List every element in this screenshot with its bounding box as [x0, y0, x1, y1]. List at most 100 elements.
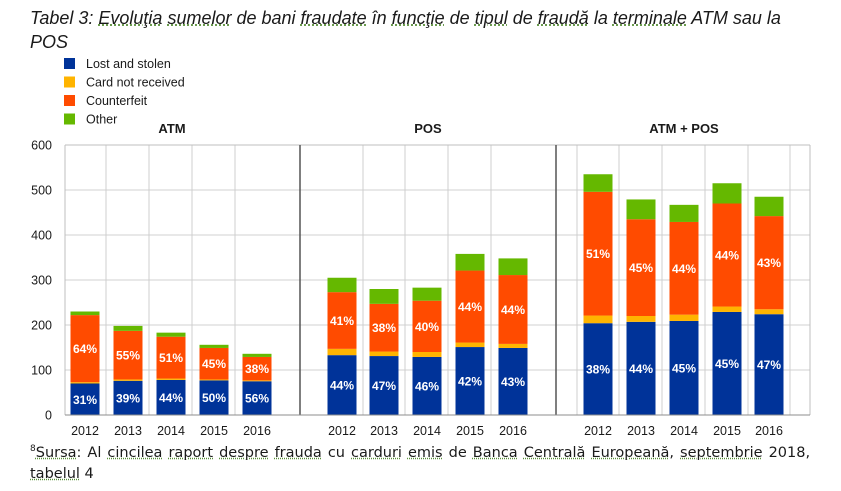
bar-segment	[669, 204, 699, 222]
bar-segment	[754, 196, 784, 217]
caption-text: la	[588, 8, 613, 28]
legend-label: Counterfeit	[86, 94, 148, 108]
bar-data-label: 47%	[372, 379, 396, 393]
bar-segment	[199, 347, 229, 380]
footnote-word: Centrală	[523, 445, 586, 461]
x-tick-label: 2016	[499, 424, 527, 438]
bar-segment	[455, 342, 485, 348]
bar-segment	[156, 379, 186, 415]
bar-segment	[498, 258, 528, 276]
bar-data-label: 38%	[372, 321, 396, 335]
bar-data-label: 45%	[672, 361, 696, 375]
footnote-word: septembrie	[680, 445, 763, 461]
bar-segment	[498, 343, 528, 348]
x-tick-label: 2015	[713, 424, 741, 438]
x-tick-label: 2014	[157, 424, 185, 438]
footnote-word: raport	[168, 445, 214, 461]
legend-label: Lost and stolen	[86, 57, 171, 71]
caption-word: funcţie	[391, 8, 445, 28]
y-tick-label: 400	[31, 229, 52, 243]
caption-word: fraudate	[300, 8, 367, 28]
x-tick-label: 2015	[456, 424, 484, 438]
legend-label: Other	[86, 113, 117, 127]
bar-segment	[113, 325, 143, 331]
caption-text: ATM sau la POS	[30, 8, 781, 52]
bar-segment	[455, 253, 485, 271]
footnote-word: Europeană	[591, 445, 670, 461]
bar-data-label: 44%	[159, 391, 183, 405]
bar-data-label: 44%	[672, 262, 696, 276]
bar-data-label: 44%	[715, 249, 739, 263]
bar-segment	[712, 311, 742, 415]
bar-segment	[712, 203, 742, 307]
bar-segment	[412, 352, 442, 357]
bar-segment	[583, 315, 613, 324]
bar-segment	[583, 174, 613, 192]
bar-segment	[156, 378, 186, 380]
bar-segment	[712, 306, 742, 312]
bar-data-label: 39%	[116, 391, 140, 405]
bar-segment	[754, 314, 784, 415]
footnote-word: carduri	[351, 445, 402, 461]
x-tick-label: 2013	[370, 424, 398, 438]
bar-segment	[70, 315, 100, 383]
y-tick-label: 300	[31, 274, 52, 288]
y-tick-label: 500	[31, 184, 52, 198]
bar-segment	[156, 336, 186, 379]
bar-segment	[327, 277, 357, 293]
x-tick-label: 2014	[413, 424, 441, 438]
bar-segment	[626, 321, 656, 415]
bar-segment	[242, 380, 272, 382]
footnote-text: 4	[79, 466, 94, 482]
footnote-word: despre	[219, 445, 269, 461]
footnote-text: de	[442, 445, 473, 461]
bar-segment	[70, 383, 100, 415]
bar-segment	[412, 356, 442, 415]
bar-segment	[242, 356, 272, 381]
bar-segment	[455, 347, 485, 415]
bar-segment	[242, 381, 272, 415]
bar-segment	[369, 303, 399, 352]
bar-data-label: 51%	[159, 351, 183, 365]
x-tick-label: 2013	[114, 424, 142, 438]
x-tick-label: 2012	[71, 424, 99, 438]
footnote-text: 2018,	[762, 445, 811, 461]
y-tick-label: 0	[45, 409, 52, 423]
caption-word: tipul	[474, 8, 508, 28]
bar-segment	[498, 347, 528, 415]
bar-segment	[583, 191, 613, 316]
group-titles: ATM POS ATM + POS	[158, 121, 719, 136]
bar-segment	[412, 287, 442, 301]
legend-swatch	[64, 113, 75, 125]
bars: 31% 64% 39% 55% 44% 51% 50% 45% 56% 38% 44% 41% 47% 3…	[70, 174, 784, 415]
bar-segment	[626, 219, 656, 316]
caption-word: Evoluţia	[98, 8, 163, 28]
bar-segment	[70, 382, 100, 384]
bar-data-label: 44%	[458, 300, 482, 314]
bar-data-label: 56%	[245, 392, 269, 406]
bar-data-label: 43%	[757, 256, 781, 270]
y-tick-label: 100	[31, 364, 52, 378]
footnote-text: cu	[321, 445, 351, 461]
bar-data-label: 44%	[501, 303, 525, 317]
bar-segment	[327, 348, 357, 356]
y-tick-label: 600	[31, 139, 52, 153]
legend-label: Card not received	[86, 76, 185, 90]
bar-data-label: 64%	[73, 342, 97, 356]
bar-data-label: 31%	[73, 393, 97, 407]
footnote-word: tabelul	[30, 466, 80, 482]
bar-data-label: 51%	[586, 247, 610, 261]
bar-data-label: 40%	[415, 320, 439, 334]
caption-text: de	[507, 8, 538, 28]
footnote-word: cincilea	[107, 445, 163, 461]
bar-segment	[113, 330, 143, 380]
bar-data-label: 45%	[202, 357, 226, 371]
bar-segment	[199, 344, 229, 348]
y-axis: 0 100 200 300 400 500 600	[31, 139, 52, 423]
bar-segment	[369, 351, 399, 357]
x-tick-label: 2013	[627, 424, 655, 438]
caption-text: de bani	[231, 8, 301, 28]
caption-text: de	[444, 8, 475, 28]
bar-segment	[455, 270, 485, 343]
